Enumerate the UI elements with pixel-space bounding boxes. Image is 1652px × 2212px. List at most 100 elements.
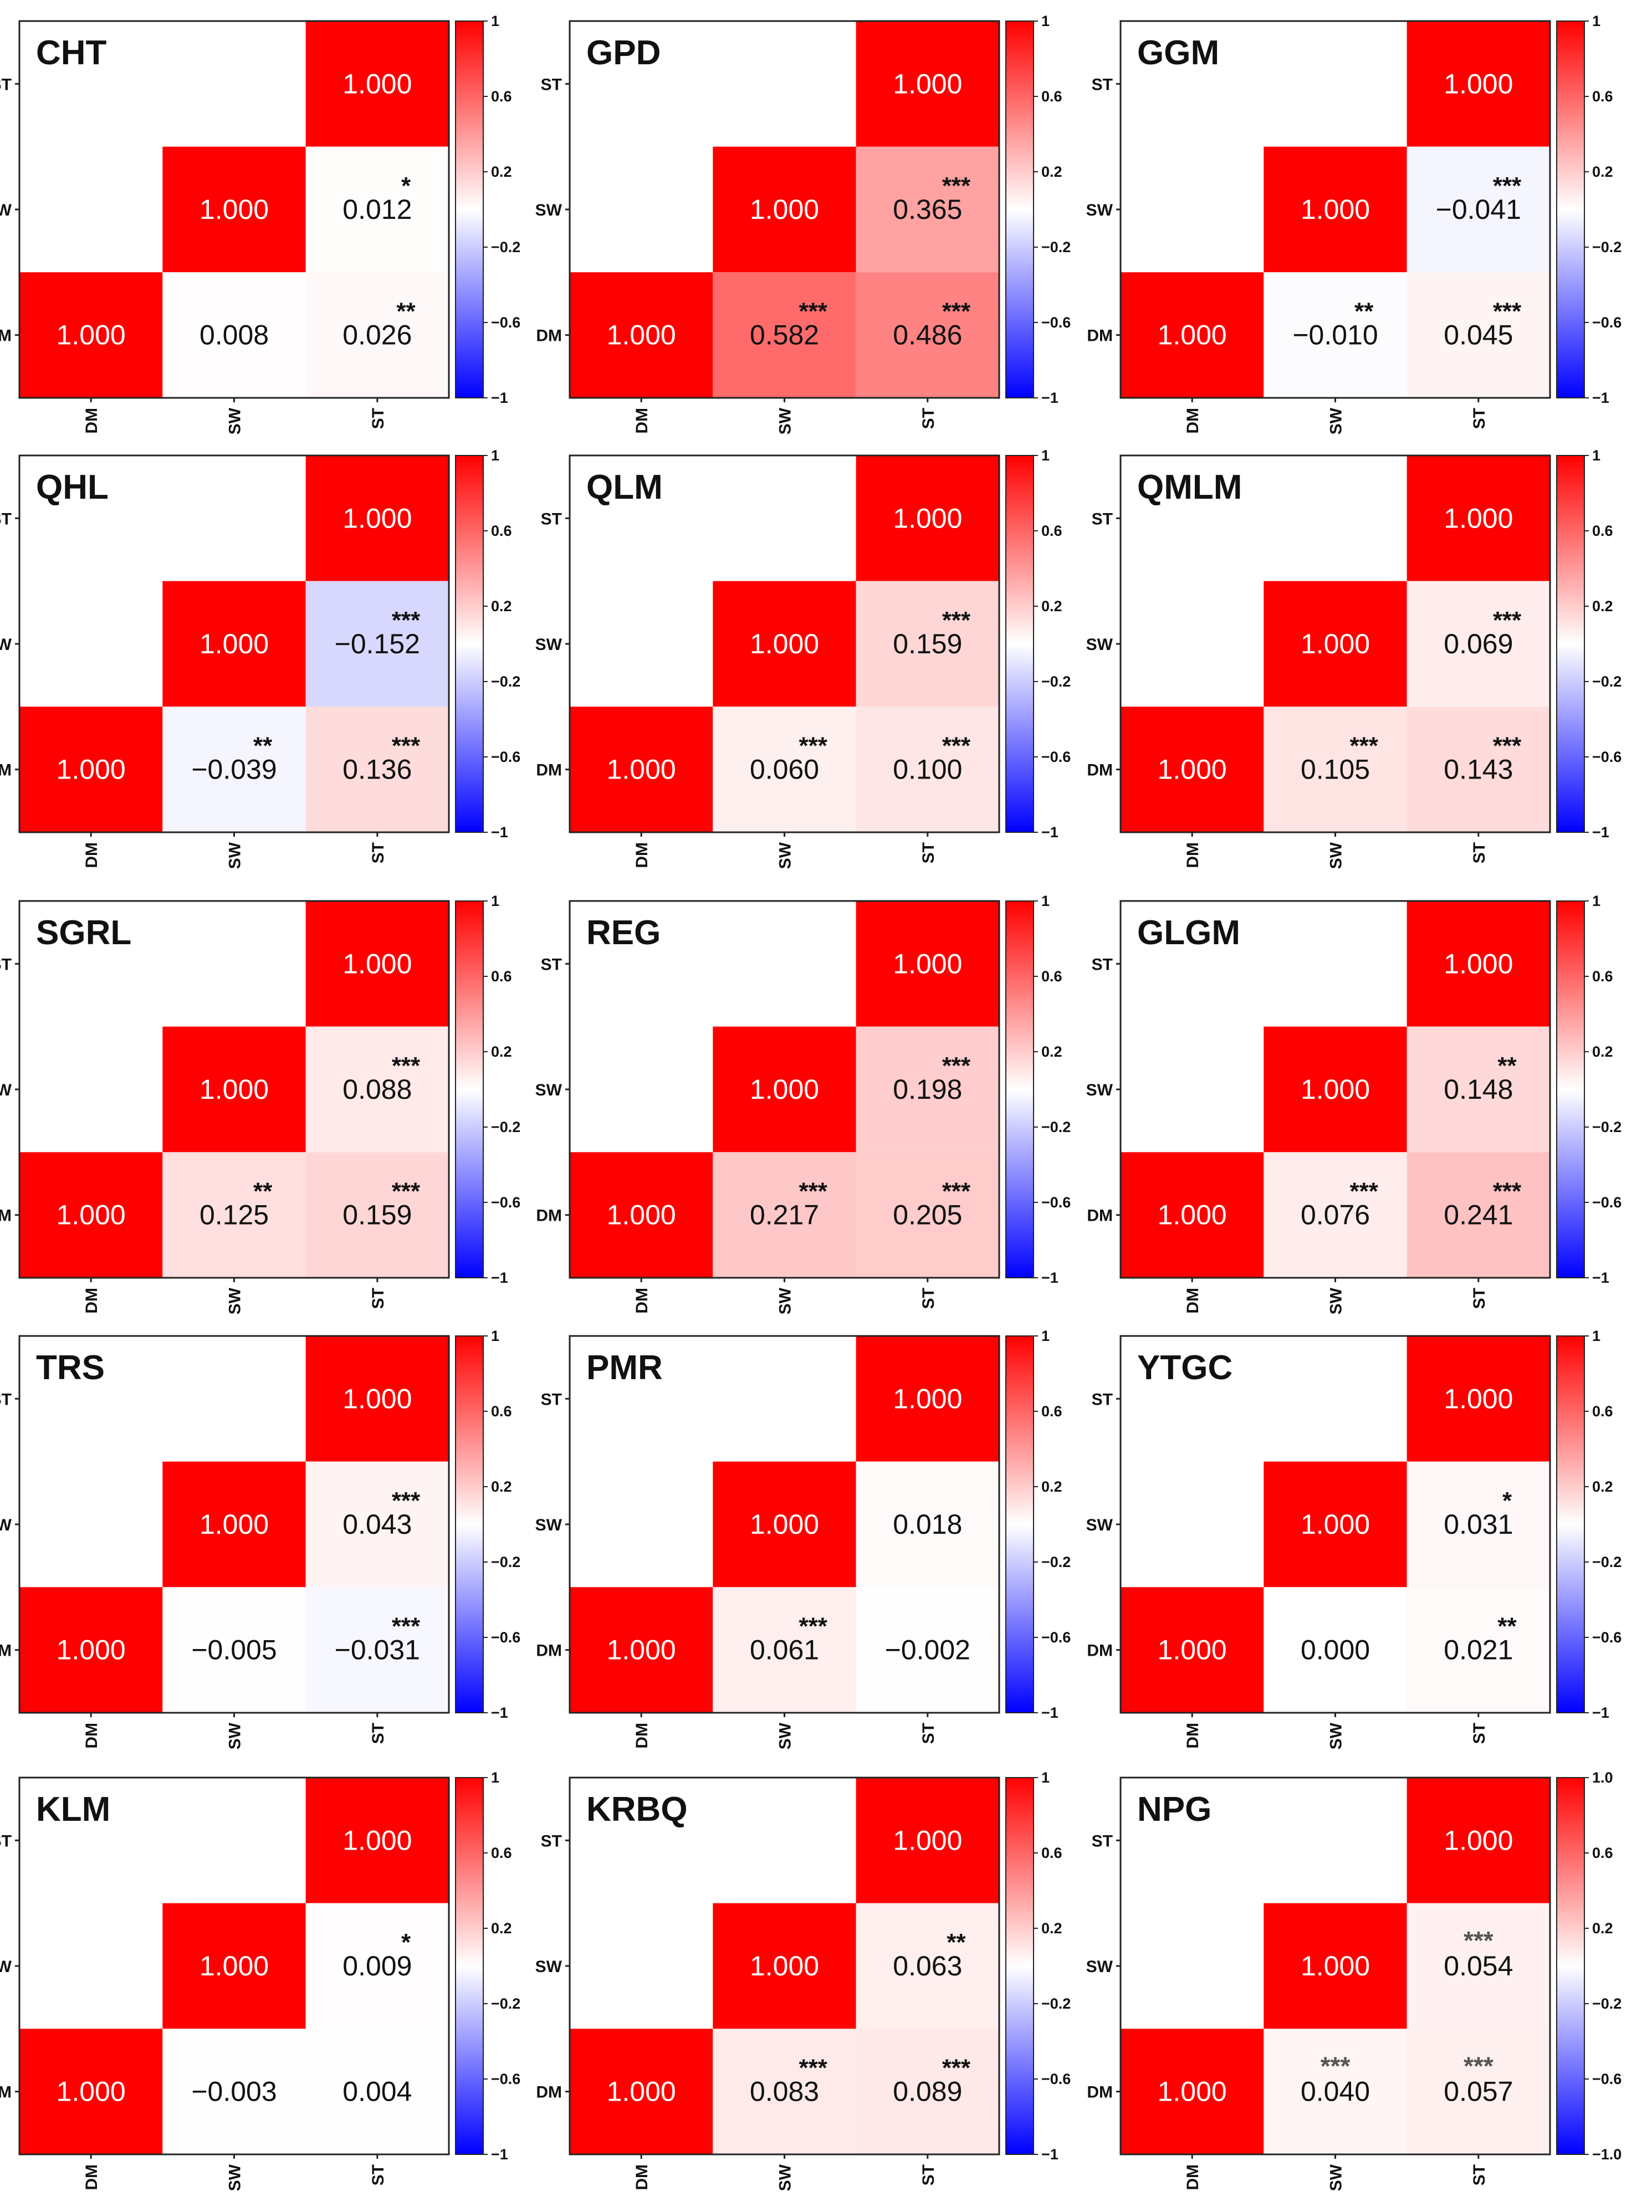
colorbar-tick-label: −1	[491, 2146, 508, 2163]
significance-stars: *	[401, 1929, 411, 1956]
cell-value-label: 0.148	[1444, 1074, 1513, 1105]
heatmap-cell	[305, 272, 449, 398]
colorbar-tick-label: −1	[491, 390, 508, 406]
cell-value-label: 0.063	[893, 1950, 962, 1981]
colorbar-tick-label: 1	[1041, 893, 1050, 909]
colorbar-tick-label: 1	[491, 13, 499, 29]
significance-stars: ***	[392, 1178, 421, 1205]
heatmap-cell	[305, 1903, 449, 2029]
colorbar-tick-label: 0.2	[1592, 1043, 1613, 1060]
cell-value-label: 1.000	[750, 194, 819, 225]
colorbar-tick-label: −0.6	[491, 1194, 520, 1211]
cell-value-label: 0.026	[342, 320, 412, 351]
heatmap-cell	[162, 146, 306, 273]
significance-stars: ***	[799, 1178, 827, 1205]
panel-title: KLM	[36, 1790, 110, 1829]
cell-value-label: 0.018	[893, 1509, 962, 1540]
y-tick-label: ST	[541, 1832, 562, 1850]
cell-value-label: 1.000	[200, 1950, 269, 1981]
colorbar-tick-label: 0.6	[1592, 1845, 1613, 1861]
colorbar-tick-label: −0.2	[1041, 673, 1071, 690]
cell-value-label: 0.057	[1444, 2076, 1513, 2107]
panel-title: SGRL	[36, 914, 131, 952]
heatmap-cell	[162, 272, 306, 398]
significance-stars: ***	[392, 607, 421, 634]
cell-value-label: 0.004	[342, 2076, 412, 2107]
cell-value-label: 0.159	[893, 628, 962, 659]
cell-value-label: 1.000	[57, 2076, 126, 2107]
x-tick-label: DM	[633, 2164, 651, 2190]
heatmap-cell	[305, 581, 449, 707]
colorbar-tick-label: −0.2	[491, 673, 520, 690]
colorbar-tick-label: 0.2	[491, 163, 512, 180]
colorbar-tick-label: 0.6	[491, 968, 512, 985]
cell-value-label: 1.000	[57, 320, 126, 351]
heatmap-cell	[19, 272, 163, 398]
significance-stars: ***	[942, 1052, 971, 1079]
x-tick-label: ST	[369, 2164, 387, 2185]
colorbar-tick-label: 1	[491, 1769, 499, 1786]
colorbar-tick-label: 0.2	[491, 598, 512, 615]
cell-value-label: −0.010	[1292, 320, 1378, 351]
panel-title: CHT	[36, 34, 107, 72]
y-tick-label: SW	[1086, 1516, 1113, 1534]
cell-value-label: 0.083	[750, 2076, 819, 2107]
x-tick-label: DM	[633, 842, 651, 868]
significance-stars: ***	[942, 1178, 971, 1205]
heatmap-cell	[713, 146, 856, 273]
cell-value-label: 0.031	[1444, 1509, 1513, 1540]
y-tick-label: DM	[0, 2083, 12, 2102]
heatmap-cell	[1406, 455, 1550, 581]
x-tick-label: ST	[1470, 2164, 1489, 2185]
x-tick-label: SW	[226, 1287, 244, 1314]
significance-stars: ***	[392, 1052, 421, 1079]
panel-title: PMR	[586, 1349, 663, 1387]
colorbar-tick-label: 1	[491, 1328, 499, 1344]
heatmap-cell	[856, 21, 999, 147]
heatmap-panel-cht: 1.000 1.000 1.000 0.008 0.026** 0.012* CHT ST SW…	[0, 13, 520, 434]
cell-value-label: 0.198	[893, 1074, 962, 1105]
cell-value-label: 1.000	[893, 1825, 962, 1856]
heatmap-cell	[713, 1461, 856, 1588]
significance-stars: ***	[392, 733, 421, 760]
colorbar	[455, 455, 484, 833]
colorbar-tick-label: −0.2	[491, 1119, 520, 1135]
y-tick-label: SW	[1086, 1081, 1113, 1099]
y-tick-label: DM	[1087, 327, 1113, 345]
heatmap-cell	[305, 2029, 449, 2154]
heatmap-cell	[713, 581, 856, 707]
colorbar-tick-label: −0.6	[491, 2071, 520, 2087]
cell-value-label: 1.000	[1158, 1200, 1227, 1231]
heatmap-cell	[305, 146, 449, 273]
colorbar	[1556, 1335, 1585, 1713]
panel-title: YTGC	[1137, 1349, 1232, 1387]
x-tick-label: SW	[1327, 1287, 1346, 1314]
colorbar	[1005, 455, 1034, 833]
colorbar	[1556, 455, 1585, 833]
significance-stars: ***	[942, 733, 971, 760]
colorbar-tick-label: −0.6	[1041, 1194, 1071, 1211]
heatmap-cell	[1264, 1026, 1407, 1153]
cell-value-label: 1.000	[750, 1074, 819, 1105]
cell-value-label: 1.000	[1301, 194, 1370, 225]
x-tick-label: SW	[1327, 842, 1346, 869]
significance-stars: ***	[1349, 733, 1378, 760]
heatmap-cell	[1406, 146, 1550, 273]
colorbar-tick-label: 1	[1041, 1328, 1050, 1344]
y-tick-label: SW	[535, 201, 562, 219]
heatmap-cell	[305, 455, 449, 581]
cell-value-label: 1.000	[1301, 1074, 1370, 1105]
colorbar-tick-label: −1	[1041, 1269, 1058, 1286]
x-tick-label: SW	[1327, 2164, 1346, 2191]
heatmap-cell	[713, 1026, 856, 1153]
x-tick-label: DM	[83, 2164, 101, 2190]
colorbar-tick-label: 0.2	[491, 1043, 512, 1060]
heatmap-cell	[856, 581, 999, 707]
colorbar-tick-label: −0.2	[1592, 239, 1622, 255]
colorbar-tick-label: 1	[1041, 1769, 1050, 1786]
heatmap-panel-reg: 1.0001.0001.0000.217***0.205***0.198***R…	[535, 893, 1071, 1314]
colorbar	[455, 1335, 484, 1713]
significance-stars: ***	[799, 298, 827, 325]
x-tick-label: SW	[776, 1722, 795, 1749]
heatmap-panel-ytgc: 1.000 1.000 1.000 0.000 0.021** 0.031* YTGC ST S…	[1086, 1328, 1622, 1749]
